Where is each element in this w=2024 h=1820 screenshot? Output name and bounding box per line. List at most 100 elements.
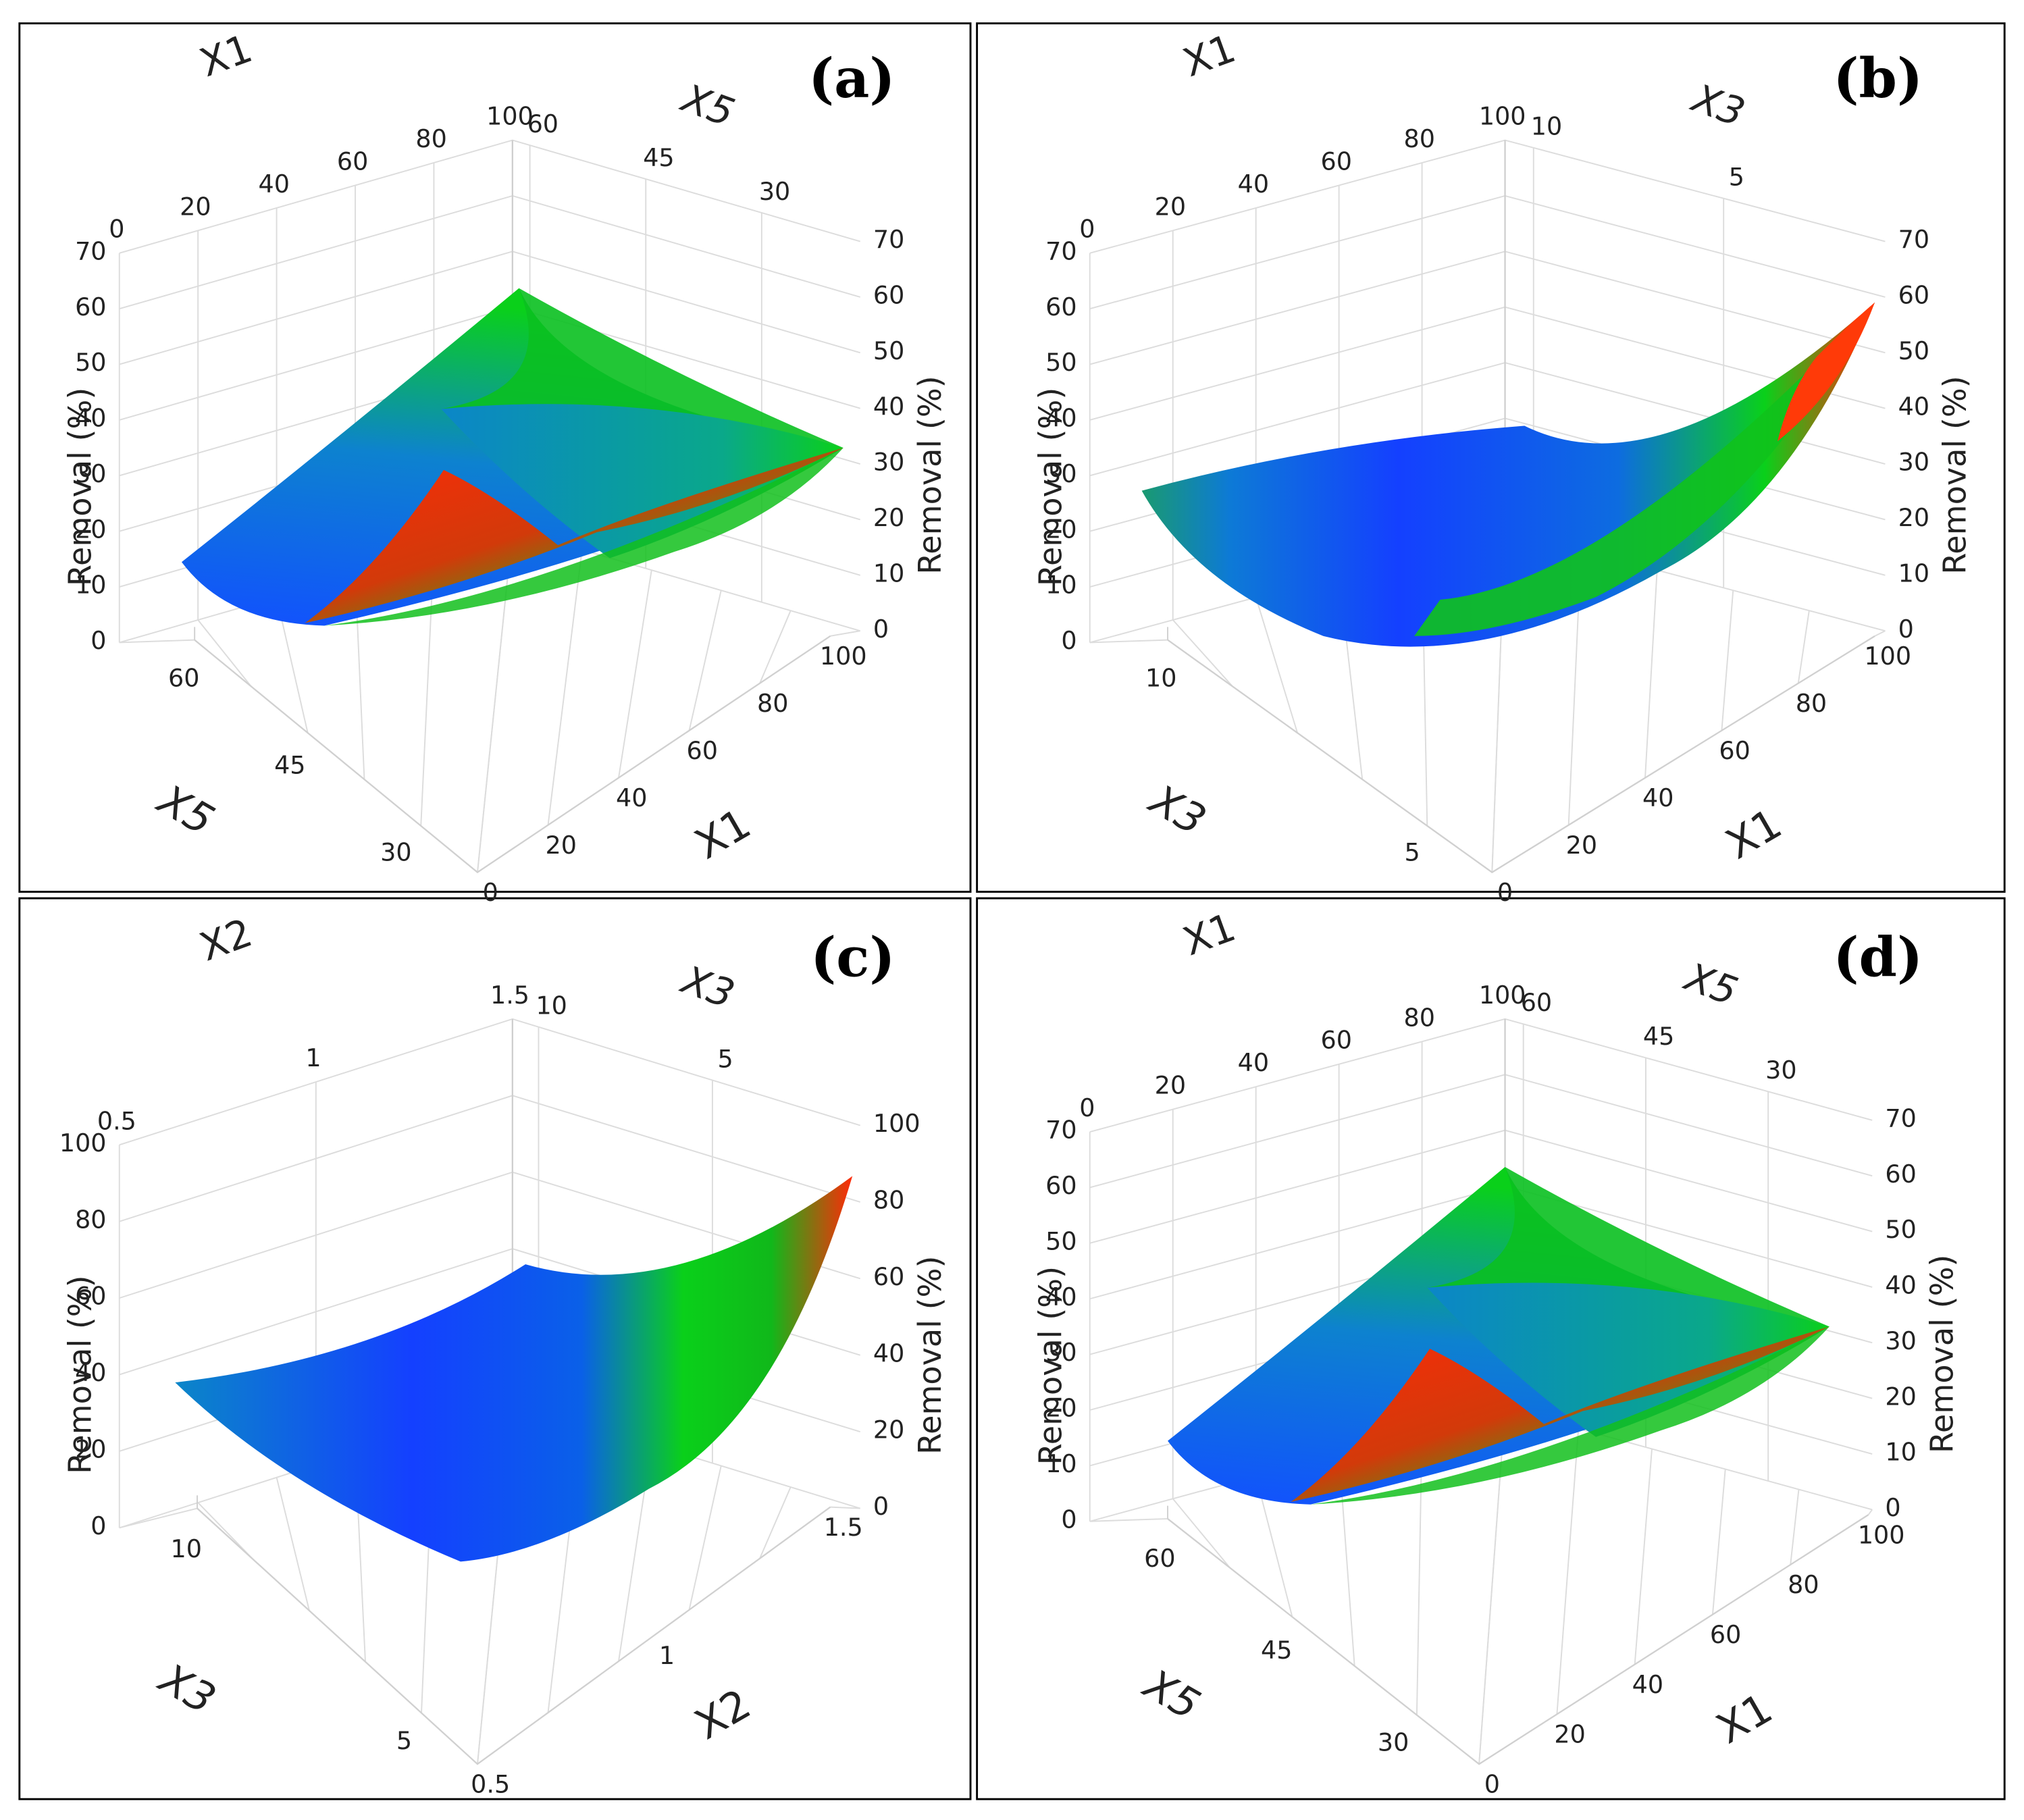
grid-line [1089,139,1886,254]
z-right-tick-label: 100 [873,1109,920,1138]
back-x-tick-label: 20 [1155,1071,1186,1100]
z-left-tick-label: 60 [75,1282,106,1311]
grid-line [1711,1469,1726,1615]
back-x-axis-title: X1 [1177,25,1241,86]
front-x-tick-label: 40 [1642,783,1673,812]
back-x-tick-label: 80 [415,124,446,153]
grid-line [1089,251,1886,365]
back-x-tick-label: 60 [1321,147,1352,176]
z-axis-left: 0 10 20 30 40 50 60 70 Removal (%) [1033,236,1077,655]
z-left-tick-label: 100 [59,1128,107,1158]
front-y-axis: 30 45 60 X5 [1135,1544,1409,1757]
z-left-tick-label: 10 [75,571,106,600]
z-left-tick-label: 20 [1045,515,1076,544]
z-right-tick-label: 50 [1885,1215,1916,1244]
grid-line [1089,1517,1168,1522]
grid-line [197,1502,254,1560]
z-right-tick-label: 20 [873,1415,904,1445]
z-left-tick-label: 50 [1045,348,1076,377]
front-x-axis-title: X2 [687,1680,758,1749]
back-x-tick-label: 20 [1155,192,1186,221]
grid-line [1867,1509,1873,1515]
grid-line [688,590,722,731]
z-right-tick-label: 50 [1898,336,1929,365]
front-x-tick-label: 100 [820,642,867,671]
front-y-axis-title: X3 [150,1653,224,1724]
back-y-axis-title: X3 [675,956,741,1017]
front-x-tick-label: 0 [1484,1769,1500,1798]
back-y-axis-title: X5 [1678,953,1744,1014]
front-x-tick-label: 0.5 [471,1769,510,1798]
front-x-tick-label: 60 [1719,736,1750,765]
z-right-tick-label: 20 [1898,503,1929,532]
z-axis-title-left: Removal (%) [1033,1266,1069,1465]
grid-line [1644,570,1658,778]
z-right-tick-label: 60 [1898,280,1929,309]
z-axis-right: 0 10 20 30 40 50 60 70 Removal (%) [873,225,948,644]
surface-patch-main [1141,302,1875,647]
surface-patch-main [175,1176,853,1562]
grid-line [1874,630,1886,637]
z-right-tick-label: 10 [873,558,904,588]
back-x-tick-label: 60 [337,147,368,176]
z-right-tick-label: 0 [1898,615,1914,644]
z-axis-right: 0 20 40 60 80 100 Removal (%) [873,1109,948,1521]
z-left-tick-label: 30 [1045,459,1076,488]
grid-line [1556,1428,1580,1715]
grid-line [119,1507,198,1529]
front-y-tick-label: 10 [1145,664,1176,693]
z-axis-right: 0 10 20 30 40 50 60 70 Removal (%) [1885,1103,1960,1522]
grid-line [1089,639,1168,644]
grid-line [1255,597,1299,733]
panel-frame-c [18,897,972,1800]
front-y-axis-title: X5 [149,775,222,846]
grid-line [1790,1489,1800,1565]
panel-label: (b) [1833,47,1923,111]
z-left-tick-label: 10 [1045,1449,1076,1478]
back-x-tick-label: 0 [1079,215,1095,244]
grid-line [1721,590,1734,731]
chart-panel-d: 0 10 20 30 40 50 60 70 Removal (%) 0 10 20 30 40 50 60 7… [1033,904,1961,1798]
front-x-tick-label: 40 [616,783,647,812]
back-x-tick-label: 0 [109,215,124,244]
z-right-tick-label: 50 [873,336,904,365]
back-y-tick-label: 45 [1643,1022,1674,1051]
z-left-tick-label: 50 [1045,1226,1076,1255]
back-x-axis: 0 20 40 60 80 100 X1 [109,25,534,244]
back-x-tick-label: 100 [1479,981,1526,1010]
surface-patch-peak [1427,1167,1830,1327]
z-left-tick-label: 70 [1045,236,1076,265]
front-x-tick-label: 100 [1864,642,1911,671]
front-x-axis: 0.5 1 1.5 X2 [471,1513,863,1799]
surface-patch-peak [441,288,844,448]
z-right-tick-label: 60 [1885,1160,1916,1189]
grid-line [119,639,195,644]
grid-line [1089,1074,1873,1189]
front-x-tick-label: 40 [1632,1670,1663,1699]
z-left-tick-label: 0 [90,626,106,655]
floor-edge [1167,1514,1869,1765]
back-y-tick-label: 30 [759,177,790,206]
z-right-tick-label: 30 [1898,448,1929,477]
z-left-tick-label: 40 [75,404,106,433]
back-x-axis: 0 20 40 60 80 100 X1 [1079,25,1526,244]
grid-line [119,1095,861,1222]
front-y-tick-label: 30 [1378,1727,1409,1757]
back-x-tick-label: 100 [486,102,534,131]
panel-frame-a [18,22,972,893]
z-left-tick-label: 60 [75,292,106,321]
z-axis-title-right: Removal (%) [912,375,948,574]
front-x-tick-label: 20 [1566,831,1597,860]
z-axis-right: 0 10 20 30 40 50 60 70 Removal (%) [1898,225,1973,644]
front-y-tick-label: 30 [380,838,411,867]
z-right-tick-label: 30 [873,448,904,477]
back-x-tick-label: 1 [305,1043,321,1072]
z-axis-title-right: Removal (%) [1923,1255,1960,1453]
back-y-tick-label: 30 [1765,1056,1796,1085]
back-x-tick-label: 1.5 [490,981,529,1010]
grid-line [1634,1449,1653,1665]
grid-line [276,1477,310,1611]
grid-line [1089,1018,1873,1133]
front-x-axis-title: X1 [687,799,758,868]
